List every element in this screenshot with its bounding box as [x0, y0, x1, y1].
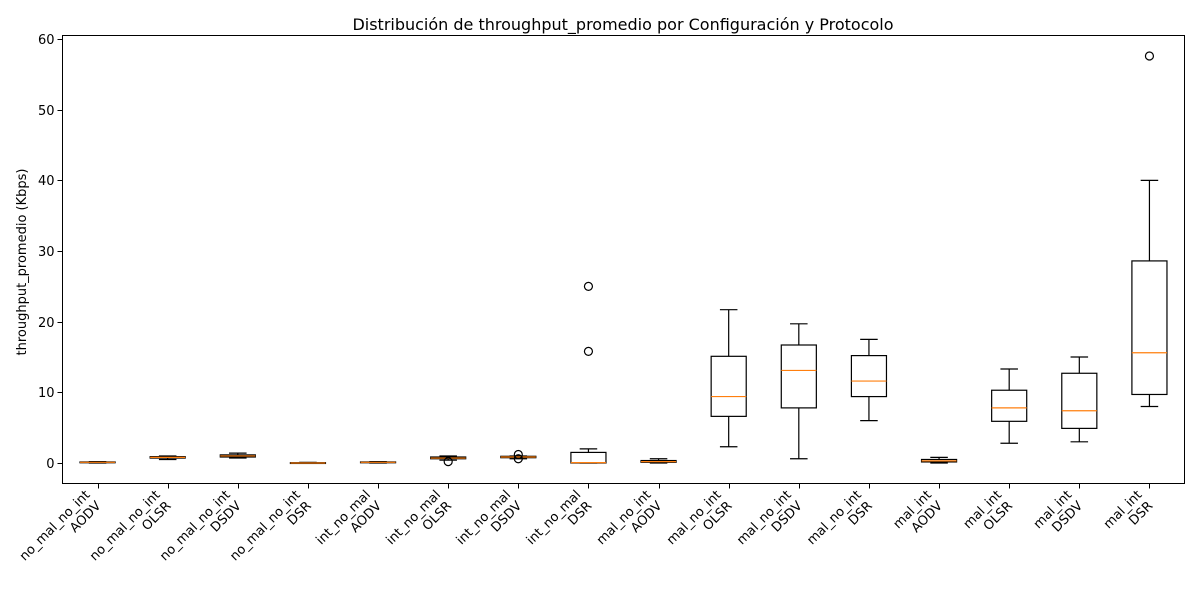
y-tick-label: 60 [38, 33, 55, 48]
outlier-point [583, 346, 594, 356]
y-tick-label: 40 [38, 174, 55, 189]
iqr-box [710, 355, 747, 417]
chart-title: Distribución de throughput_promedio por … [352, 15, 893, 35]
y-tick-label: 10 [38, 386, 55, 401]
outlier-point [513, 454, 523, 464]
y-tick-label: 0 [46, 457, 54, 472]
iqr-box [1131, 260, 1168, 396]
axes-frame [62, 35, 1185, 484]
outlier-point [583, 281, 594, 291]
outlier-point [443, 456, 453, 467]
y-tick-label: 50 [38, 104, 55, 119]
y-axis-label: throughput_promedio (Kbps) [15, 169, 30, 356]
iqr-box [991, 389, 1028, 422]
iqr-box [1061, 372, 1098, 429]
outlier-point [1144, 51, 1155, 61]
y-tick-label: 20 [38, 316, 55, 331]
iqr-box [850, 355, 888, 398]
y-tick-label: 30 [38, 245, 55, 260]
iqr-box [780, 344, 817, 409]
outlier-point [513, 449, 523, 460]
